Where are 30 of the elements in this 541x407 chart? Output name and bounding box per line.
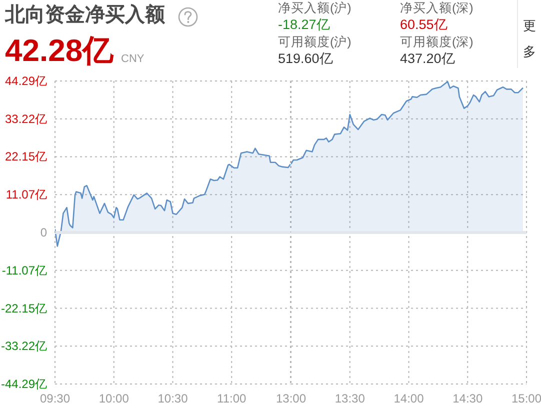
- y-tick-label: -11.07亿: [2, 263, 47, 278]
- text: 可用额度(深): [400, 35, 474, 50]
- y-tick-label: 22.15亿: [4, 150, 47, 164]
- x-tick-label: 15:00: [510, 392, 541, 406]
- y-tick-label: -33.22亿: [0, 339, 47, 354]
- y-tick-label: -44.29亿: [0, 377, 47, 391]
- text: 更多: [523, 17, 537, 61]
- text: CNY: [121, 53, 144, 66]
- x-tick-label: 13:30: [334, 392, 365, 406]
- x-tick-label: 10:30: [158, 392, 188, 406]
- chart-title: 北向资金净买入额: [5, 3, 165, 27]
- x-tick-label: 09:30: [40, 392, 70, 406]
- text: 437.20亿: [400, 51, 456, 67]
- text: 净买入额(沪): [278, 1, 352, 16]
- x-tick-label: 10:00: [98, 392, 130, 406]
- y-tick-label: 33.22亿: [4, 112, 47, 126]
- text: 60.55亿: [400, 17, 448, 33]
- text: 净买入额(深): [400, 1, 474, 16]
- text: -18.27亿: [278, 17, 330, 33]
- x-tick-label: 14:00: [393, 392, 424, 406]
- y-tick-label: 11.07亿: [6, 188, 47, 202]
- x-tick-label: 11:00: [217, 392, 247, 406]
- y-tick-label: 44.29亿: [4, 74, 47, 88]
- x-tick-label: 14:30: [452, 392, 482, 406]
- y-tick-label: 0: [40, 226, 48, 240]
- x-tick-label: 13:00: [275, 392, 306, 406]
- text: 519.60亿: [278, 51, 334, 67]
- text: 42.28亿: [5, 33, 114, 68]
- text: 可用额度(沪): [278, 35, 352, 50]
- y-tick-label: -22.15亿: [0, 301, 47, 316]
